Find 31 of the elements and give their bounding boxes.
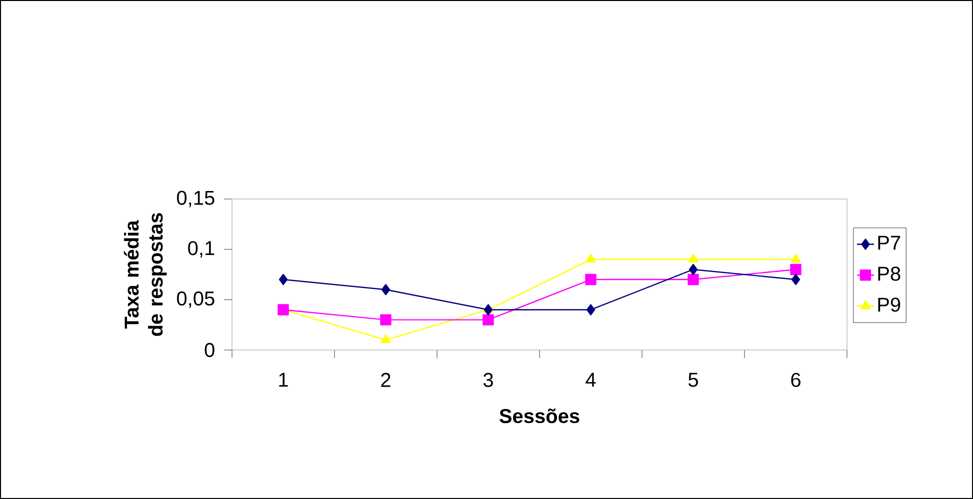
y-tick-label: 0,1 [188,241,214,258]
point [586,254,596,262]
point [688,274,699,286]
point [381,284,390,296]
x-tick-label: 2 [381,372,390,387]
point [688,254,698,262]
point [586,304,596,316]
point [688,264,698,276]
point [790,264,802,276]
point [791,274,800,286]
legend-label: P8 [878,266,900,281]
legend-label: P7 [878,236,900,250]
point [482,314,494,326]
point [278,274,288,286]
x-tick-label: 6 [791,372,800,388]
point [790,254,801,262]
y-axis-title: Taxa média de respostas [124,213,167,336]
x-tick-label: 1 [279,372,288,387]
x-tick-label: 5 [688,372,698,387]
y-tick-label: 0 [204,342,214,358]
point [380,314,392,326]
y-tick-label: 0,15 [176,190,214,208]
point [484,304,493,316]
legend-label: P9 [878,298,900,312]
x-tick-label: 3 [483,372,493,388]
x-axis-title: Sessões [500,408,580,424]
point [278,304,289,316]
point [380,334,391,344]
x-tick-label: 4 [586,372,596,387]
point [585,274,596,286]
y-tick-label: 0,05 [176,291,214,308]
